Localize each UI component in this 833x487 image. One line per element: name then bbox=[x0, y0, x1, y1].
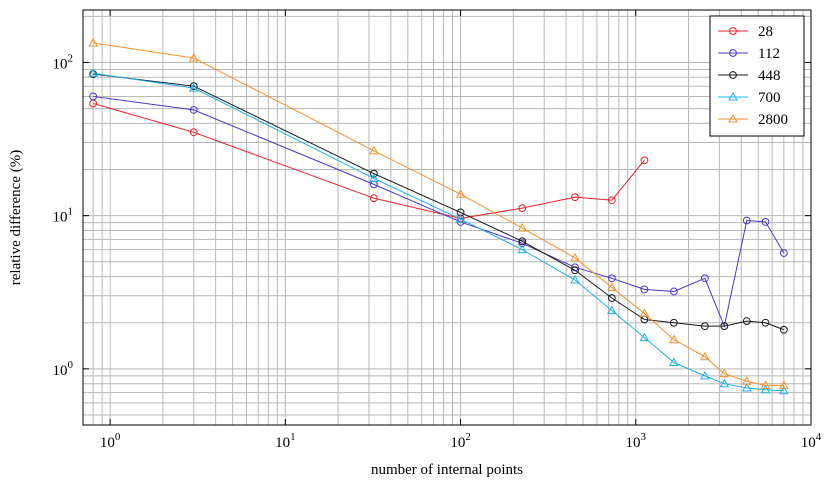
data-point bbox=[760, 384, 771, 394]
data-point bbox=[517, 223, 528, 232]
legend-label: 700 bbox=[758, 90, 781, 106]
data-point bbox=[189, 106, 198, 114]
legend-marker bbox=[729, 27, 737, 35]
x-tick-label: 104 bbox=[801, 431, 822, 451]
legend-entry-112: 112 bbox=[718, 46, 780, 62]
data-point bbox=[778, 380, 789, 389]
legend-marker bbox=[728, 113, 738, 123]
data-point bbox=[779, 249, 788, 257]
legend-entry-700: 700 bbox=[718, 90, 781, 106]
series-group bbox=[88, 37, 789, 395]
data-point bbox=[369, 169, 378, 178]
y-axis-label: relative difference (%) bbox=[8, 150, 24, 285]
y-tick-label: 101 bbox=[53, 206, 74, 226]
legend: 28 112 448 700 2800 bbox=[709, 15, 805, 137]
data-point bbox=[669, 287, 678, 296]
data-point bbox=[89, 92, 98, 101]
data-point bbox=[700, 274, 709, 283]
legend-marker bbox=[729, 49, 737, 57]
data-point bbox=[760, 380, 771, 389]
series-448 bbox=[89, 70, 788, 334]
series-line-112 bbox=[93, 95, 785, 328]
series-line-28 bbox=[93, 102, 645, 219]
legend-entry-28: 28 bbox=[718, 24, 773, 40]
data-point bbox=[720, 322, 729, 331]
data-point bbox=[669, 334, 679, 344]
x-tick-label: 102 bbox=[450, 431, 471, 451]
data-point bbox=[700, 370, 710, 380]
data-point bbox=[742, 317, 751, 325]
data-point bbox=[741, 382, 752, 392]
series-line-700 bbox=[93, 72, 784, 392]
data-point bbox=[189, 82, 198, 91]
data-point bbox=[761, 318, 770, 327]
data-point bbox=[88, 68, 99, 77]
data-point bbox=[719, 368, 730, 378]
data-point bbox=[606, 305, 617, 315]
data-point bbox=[640, 156, 649, 165]
data-point bbox=[369, 173, 379, 182]
data-point bbox=[188, 83, 199, 92]
legend-entry-2800: 2800 bbox=[718, 112, 788, 128]
data-point bbox=[455, 214, 466, 223]
data-point bbox=[639, 332, 650, 342]
data-point bbox=[570, 275, 580, 284]
data-point bbox=[518, 204, 527, 213]
legend-marker bbox=[728, 91, 738, 101]
data-point bbox=[607, 196, 616, 205]
series-line-448 bbox=[93, 73, 785, 331]
data-point bbox=[639, 308, 650, 317]
data-point bbox=[700, 351, 710, 361]
data-point bbox=[719, 378, 730, 388]
data-point bbox=[88, 37, 99, 47]
series-line-2800 bbox=[93, 42, 784, 386]
y-tick-label: 102 bbox=[53, 52, 74, 72]
data-point bbox=[761, 218, 770, 226]
legend-label: 28 bbox=[758, 24, 773, 40]
y-tick-label: 100 bbox=[53, 359, 74, 379]
data-point bbox=[571, 193, 579, 202]
grid bbox=[82, 10, 812, 425]
data-point bbox=[607, 274, 616, 283]
x-tick-label: 101 bbox=[275, 431, 296, 451]
data-point bbox=[741, 376, 752, 385]
legend-marker bbox=[729, 71, 737, 79]
data-point bbox=[742, 216, 751, 225]
data-point bbox=[455, 189, 466, 198]
legend-label: 112 bbox=[758, 46, 780, 62]
legend-box bbox=[709, 15, 805, 137]
series-2800 bbox=[88, 37, 789, 389]
data-point bbox=[607, 294, 616, 302]
ticks: 100 101 102 103 104 100 101 102 bbox=[53, 10, 822, 451]
x-tick-label: 103 bbox=[626, 431, 647, 451]
data-point bbox=[700, 322, 709, 331]
data-point bbox=[570, 252, 580, 262]
x-tick-label: 100 bbox=[100, 431, 121, 451]
data-point bbox=[571, 266, 579, 275]
data-point bbox=[778, 385, 789, 395]
x-axis-label: number of internal points bbox=[371, 462, 523, 478]
data-point bbox=[669, 357, 679, 367]
data-point bbox=[606, 282, 617, 291]
plot-frame bbox=[82, 9, 812, 426]
data-point bbox=[640, 285, 649, 294]
data-point bbox=[369, 194, 378, 203]
legend-label: 2800 bbox=[758, 112, 788, 128]
legend-entry-448: 448 bbox=[718, 68, 781, 84]
data-point bbox=[779, 325, 788, 334]
data-point bbox=[188, 52, 199, 62]
data-point bbox=[517, 244, 528, 254]
data-point bbox=[369, 145, 379, 155]
legend-label: 448 bbox=[758, 68, 781, 84]
data-point bbox=[189, 128, 198, 137]
data-point bbox=[669, 318, 678, 327]
series-700 bbox=[88, 68, 789, 395]
